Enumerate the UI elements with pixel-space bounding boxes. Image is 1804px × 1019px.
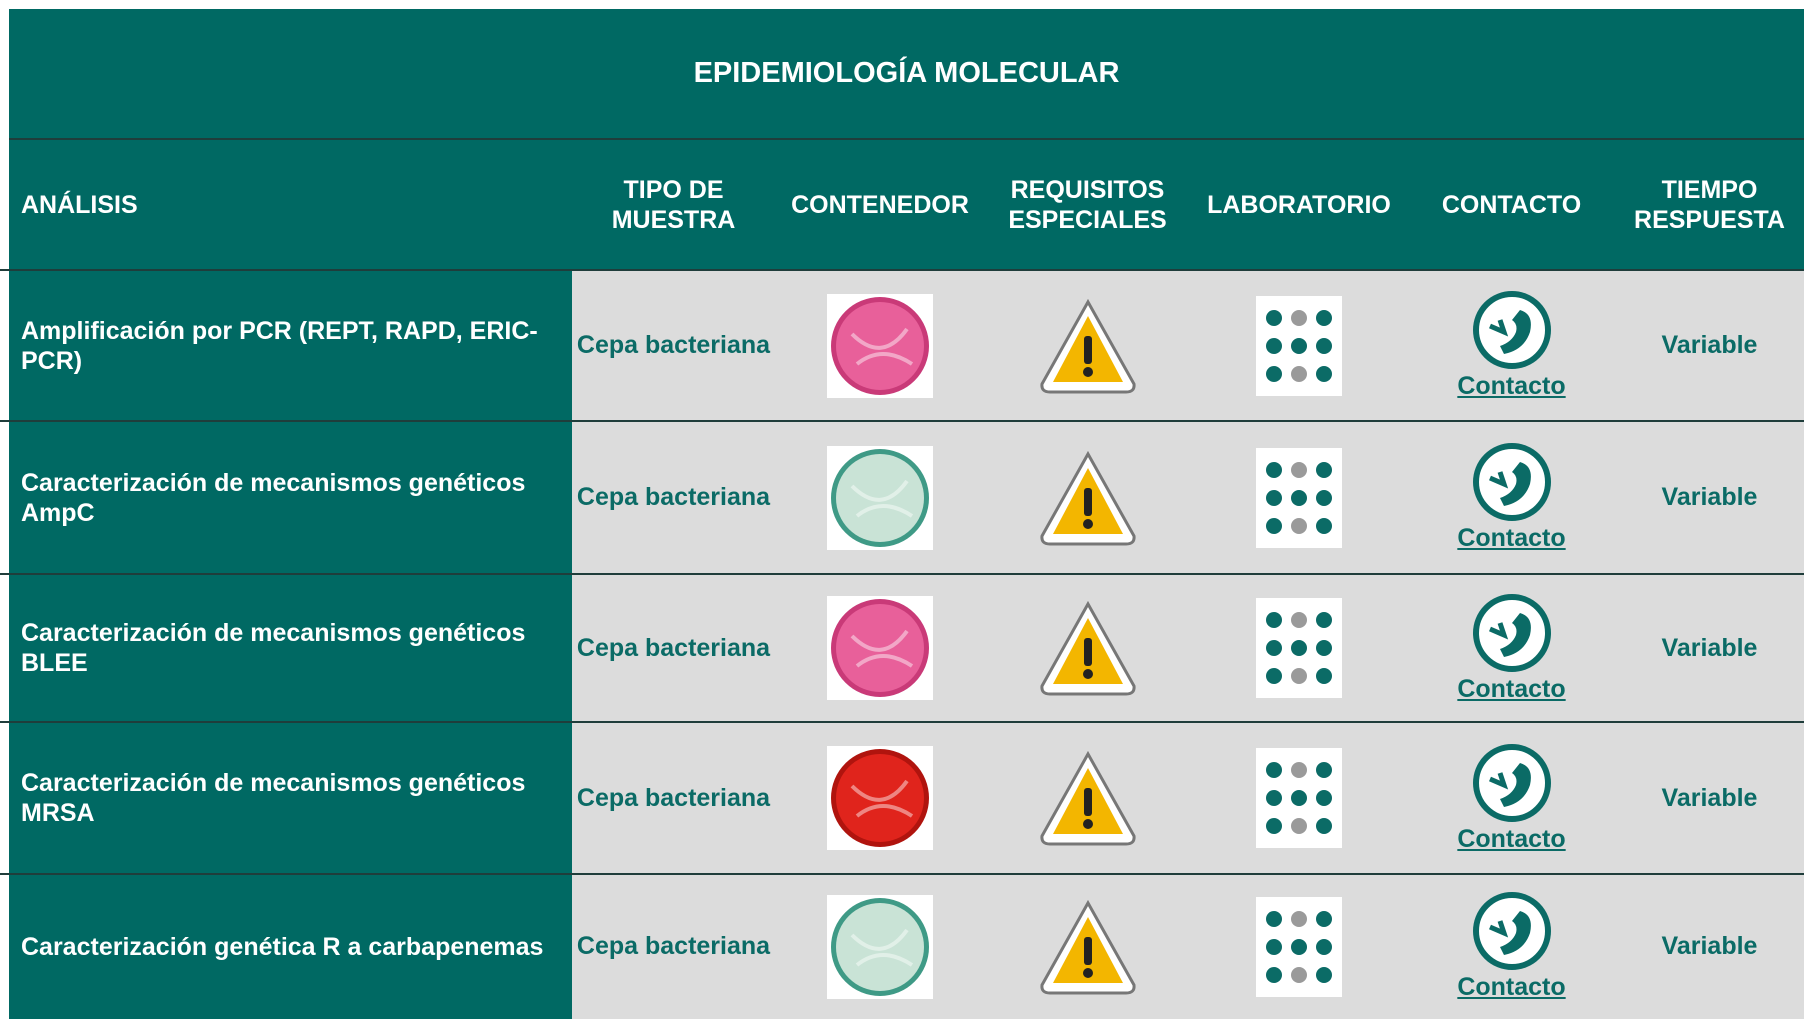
laboratory-cell: [1190, 421, 1408, 574]
response-time-cell: Variable: [1615, 270, 1804, 421]
contact-link[interactable]: Contacto: [1457, 824, 1566, 853]
requirements-cell: [985, 722, 1190, 874]
container-icon: [827, 746, 933, 850]
column-header: LABORATORIO: [1190, 140, 1408, 270]
analysis-cell: Amplificación por PCR (REPT, RAPD, ERIC-…: [9, 270, 572, 421]
column-header: CONTACTO: [1408, 140, 1615, 270]
contact-cell: Contacto: [1408, 874, 1615, 1019]
laboratory-cell: [1190, 270, 1408, 421]
analysis-cell: Caracterización de mecanismos genéticos …: [9, 574, 572, 722]
requirements-cell: [985, 270, 1190, 421]
contact-cell: Contacto: [1408, 421, 1615, 574]
laboratory-cell: [1190, 874, 1408, 1019]
response-time-cell: Variable: [1615, 574, 1804, 722]
container-cell: [775, 270, 985, 421]
laboratory-icon: [1256, 896, 1342, 997]
warning-icon: [1039, 450, 1136, 545]
warning-icon: [1039, 899, 1136, 994]
column-header: TIEMPO RESPUESTA: [1615, 140, 1804, 270]
sample-cell: Cepa bacteriana: [572, 722, 775, 874]
requirements-cell: [985, 574, 1190, 722]
requirements-cell: [985, 874, 1190, 1019]
contact-link[interactable]: Contacto: [1457, 674, 1566, 703]
response-time-cell: Variable: [1615, 722, 1804, 874]
phone-icon: [1472, 892, 1551, 970]
requirements-cell: [985, 421, 1190, 574]
container-cell: [775, 574, 985, 722]
column-header: REQUISITOS ESPECIALES: [985, 140, 1190, 270]
container-cell: [775, 874, 985, 1019]
contact-link[interactable]: Contacto: [1457, 524, 1566, 552]
warning-icon: [1039, 600, 1136, 696]
container-icon: [827, 293, 933, 398]
container-cell: [775, 722, 985, 874]
warning-icon: [1039, 750, 1136, 846]
warning-icon: [1039, 298, 1136, 393]
analysis-cell: Caracterización de mecanismos genéticos …: [9, 421, 572, 574]
analysis-cell: Caracterización genética R a carbapenema…: [9, 874, 572, 1019]
laboratory-icon: [1256, 295, 1342, 396]
sample-cell: Cepa bacteriana: [572, 270, 775, 421]
contact-link[interactable]: Contacto: [1457, 973, 1566, 1001]
contact-cell: Contacto: [1408, 270, 1615, 421]
row-divider: [0, 873, 1804, 875]
sample-cell: Cepa bacteriana: [572, 574, 775, 722]
column-header: CONTENEDOR: [775, 140, 985, 270]
container-icon: [827, 894, 933, 999]
table-title: EPIDEMIOLOGÍA MOLECULAR: [9, 9, 1804, 140]
phone-icon: [1472, 443, 1551, 521]
column-header: ANÁLISIS: [9, 140, 572, 270]
container-icon: [827, 445, 933, 550]
contact-cell: Contacto: [1408, 574, 1615, 722]
laboratory-icon: [1256, 447, 1342, 548]
response-time-cell: Variable: [1615, 421, 1804, 574]
column-header: TIPO DE MUESTRA: [572, 140, 775, 270]
contact-cell: Contacto: [1408, 722, 1615, 874]
laboratory-icon: [1256, 748, 1342, 848]
response-time-cell: Variable: [1615, 874, 1804, 1019]
contact-link[interactable]: Contacto: [1457, 372, 1566, 400]
container-icon: [827, 596, 933, 700]
row-divider: [0, 573, 1804, 575]
analysis-cell: Caracterización de mecanismos genéticos …: [9, 722, 572, 874]
phone-icon: [1472, 291, 1551, 369]
sample-cell: Cepa bacteriana: [572, 874, 775, 1019]
phone-icon: [1472, 593, 1551, 672]
sample-cell: Cepa bacteriana: [572, 421, 775, 574]
laboratory-icon: [1256, 598, 1342, 698]
row-divider: [0, 269, 1804, 271]
phone-icon: [1472, 743, 1551, 822]
row-divider: [0, 420, 1804, 422]
laboratory-cell: [1190, 722, 1408, 874]
laboratory-cell: [1190, 574, 1408, 722]
container-cell: [775, 421, 985, 574]
row-divider: [0, 721, 1804, 723]
